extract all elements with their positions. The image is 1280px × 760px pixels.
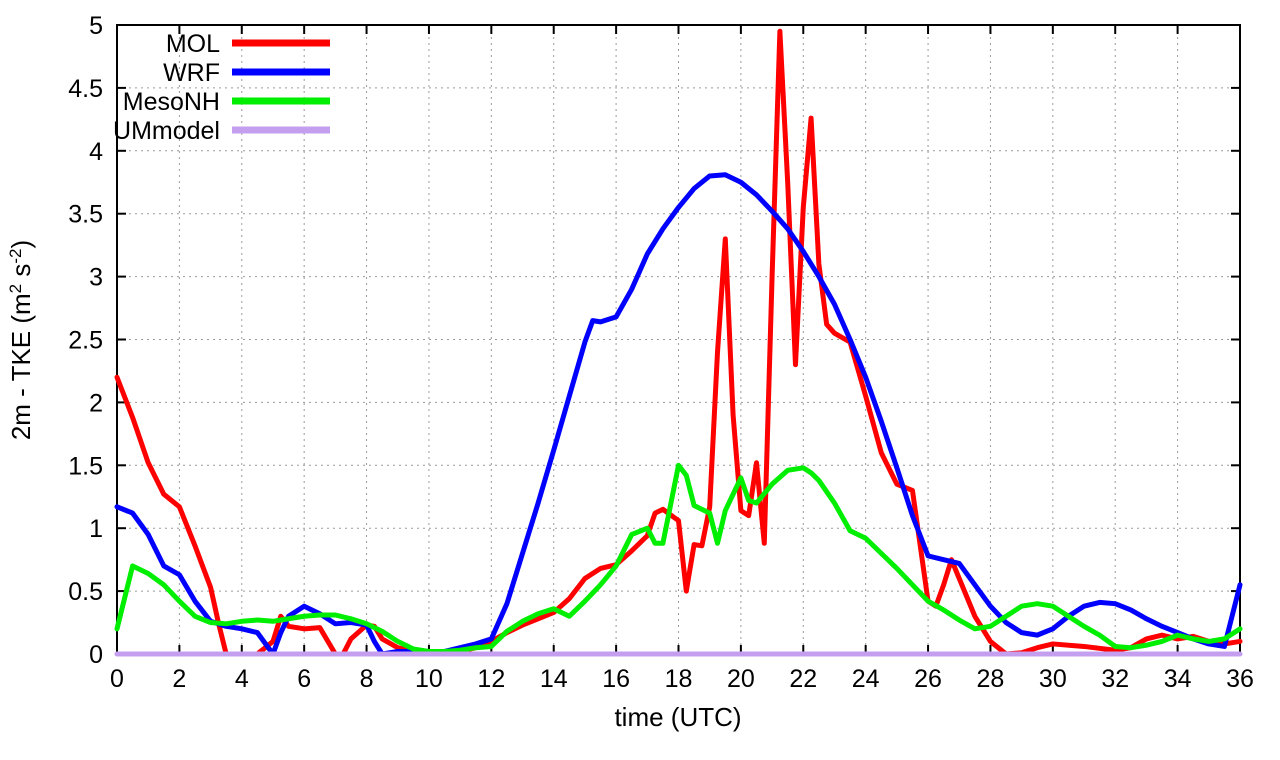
data-series-layer	[114, 28, 1243, 657]
y-tick-label: 1.5	[68, 452, 103, 480]
y-tick-label: 5	[89, 12, 103, 40]
x-axis-title: time (UTC)	[614, 702, 741, 732]
x-tick-label: 20	[727, 665, 755, 693]
x-tick-label: 28	[977, 665, 1005, 693]
x-tick-label: 4	[235, 665, 249, 693]
series-line-wrf	[114, 172, 1243, 657]
y-axis-title-prefix: 2m - TKE (m	[6, 293, 36, 440]
y-axis-title-mid: s	[6, 264, 36, 284]
x-tick-label: 24	[852, 665, 880, 693]
grid-lines	[117, 25, 1240, 654]
series-line-mesonh	[114, 462, 1243, 654]
x-tick-label: 22	[789, 665, 817, 693]
y-axis-tick-labels: 0 0.5 1 1.5 2 2.5 3 3.5 4 4.5 5	[68, 12, 103, 669]
x-tick-label: 18	[665, 665, 693, 693]
x-tick-label: 8	[360, 665, 374, 693]
legend-label-ummodel: UMmodel	[113, 117, 220, 145]
x-tick-label: 26	[914, 665, 942, 693]
y-tick-label: 3.5	[68, 201, 103, 229]
x-tick-label: 2	[172, 665, 186, 693]
svg-text:2m - TKE (m2 s-2): 2m - TKE (m2 s-2)	[6, 240, 36, 440]
y-tick-label: 0.5	[68, 578, 103, 606]
y-tick-label: 4.5	[68, 75, 103, 103]
x-tick-label: 36	[1226, 665, 1254, 693]
y-axis-title-suffix: )	[6, 240, 36, 249]
legend-label-wrf: WRF	[163, 59, 220, 87]
x-tick-label: 12	[477, 665, 505, 693]
y-axis-title: 2m - TKE (m2 s-2)	[6, 240, 36, 440]
x-tick-label: 10	[415, 665, 443, 693]
y-tick-label: 0	[89, 641, 103, 669]
x-tick-label: 32	[1101, 665, 1129, 693]
y-axis-title-exponent-1: 2	[6, 284, 25, 293]
legend-label-mol: MOL	[166, 30, 220, 58]
x-tick-label: 34	[1164, 665, 1192, 693]
x-axis-tick-labels: 0 2 4 6 8 10 12 14 16 18 20 22 24 26 28 30 32 34 36	[110, 665, 1254, 693]
x-tick-label: 16	[602, 665, 630, 693]
x-tick-label: 30	[1039, 665, 1067, 693]
y-tick-label: 1	[89, 515, 103, 543]
x-tick-label: 6	[297, 665, 311, 693]
y-tick-label: 4	[89, 138, 103, 166]
x-tick-label: 14	[540, 665, 568, 693]
y-tick-label: 2.5	[68, 327, 103, 355]
x-tick-label: 0	[110, 665, 124, 693]
y-tick-label: 2	[89, 389, 103, 417]
legend-label-mesonh: MesoNH	[123, 88, 220, 116]
y-tick-label: 3	[89, 264, 103, 292]
y-axis-title-exponent-2: -2	[6, 248, 25, 263]
